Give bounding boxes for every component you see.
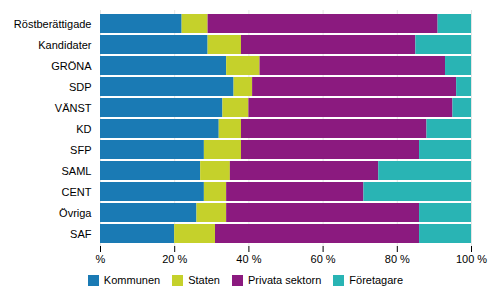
svg-text:SAML: SAML [62,165,92,177]
html-text:Kommunen: Kommunen [103,274,161,286]
svg-text:20 %: 20 % [162,253,187,265]
svg-text:100 %: 100 % [456,253,487,265]
svg-text:Övriga: Övriga [59,207,92,219]
svg-text:KD: KD [76,123,91,135]
html-text:Staten: Staten [188,274,220,286]
svg-text:SDP: SDP [69,81,92,93]
html-text:Privata sektorn: Privata sektorn [247,274,322,286]
svg-text:80 %: 80 % [385,253,410,265]
svg-text:40 %: 40 % [236,253,261,265]
svg-text:SAF: SAF [70,228,92,240]
html-text:Företagare: Företagare [349,274,404,286]
svg-text:Röstberättigade: Röstberättigade [14,18,92,30]
svg-text:GRÖNA: GRÖNA [51,60,92,72]
svg-text:CENT: CENT [62,186,92,198]
svg-text:60 %: 60 % [311,253,336,265]
svg-text:Kandidater: Kandidater [38,39,92,51]
svg-text:SFP: SFP [70,144,91,156]
svg-text:%: % [96,253,106,265]
svg-text:VÄNST: VÄNST [55,102,92,114]
